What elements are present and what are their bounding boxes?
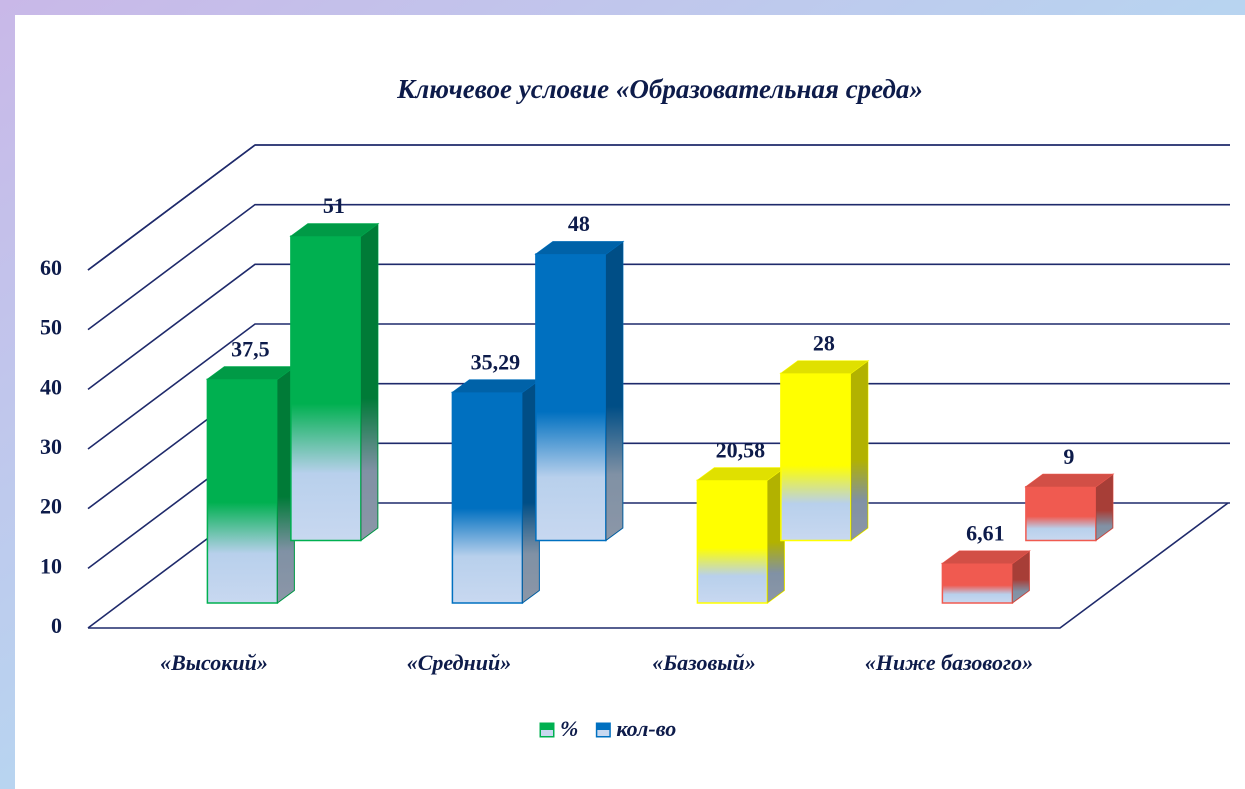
legend-swatch-light: [541, 730, 553, 736]
bar-front: [696, 479, 769, 604]
chart-title: Ключевое условие «Образовательная среда»: [396, 74, 923, 104]
grid-line: [87, 144, 1230, 271]
bar-top-shade: [1025, 474, 1113, 487]
bar-front: [941, 562, 1014, 604]
bar-front: [451, 391, 524, 604]
y-tick-label: 20: [40, 494, 62, 519]
y-tick-label: 50: [40, 315, 62, 340]
bar-top: [534, 241, 625, 255]
bar-side-shade: [605, 241, 623, 541]
bar-side-shade: [1095, 474, 1113, 541]
bar-front: [780, 372, 852, 542]
bar-top-shade: [290, 223, 378, 237]
bar-top-shade: [207, 366, 295, 380]
value-label: 51: [323, 193, 345, 218]
grid-line: [87, 203, 1230, 331]
floor-edge: [88, 502, 1229, 629]
legend-label: %: [560, 716, 578, 741]
bar-top-shade: [535, 241, 623, 255]
legend-swatch-light: [597, 730, 610, 736]
y-tick-label: 30: [40, 434, 62, 459]
bar-front: [206, 378, 279, 604]
bar-top-shade: [780, 360, 868, 374]
legend-label: кол-во: [616, 716, 676, 741]
bar-top-shade: [452, 379, 540, 393]
bar-top: [940, 550, 1031, 565]
x-tick-label: «Базовый»: [652, 650, 756, 675]
value-label: 20,58: [716, 437, 766, 462]
y-tick-label: 10: [40, 553, 62, 578]
bar-front: [290, 235, 362, 542]
value-label: 6,61: [966, 521, 1005, 546]
bar-side-shade: [850, 360, 868, 541]
bar-side-shade: [1012, 551, 1030, 603]
grid-line: [87, 263, 1230, 390]
bar-top: [289, 223, 380, 237]
y-tick-label: 60: [40, 255, 62, 280]
value-label: 9: [1063, 444, 1074, 469]
value-label: 28: [813, 330, 835, 355]
y-tick-label: 40: [40, 374, 62, 399]
value-label: 35,29: [471, 349, 521, 374]
bar-top-shade: [697, 467, 785, 481]
x-tick-label: «Ниже базового»: [865, 650, 1033, 675]
value-label: 48: [568, 211, 590, 236]
bar-top-shade: [942, 551, 1030, 564]
x-tick-label: «Средний»: [407, 650, 512, 675]
grid-line: [87, 323, 1230, 450]
bar-front: [1025, 486, 1097, 542]
y-tick-label: 0: [51, 613, 62, 638]
bar-side-shade: [360, 223, 378, 541]
bar-top: [779, 360, 870, 374]
x-tick-label: «Высокий»: [160, 650, 268, 675]
bar-front: [535, 253, 607, 542]
value-label: 37,5: [231, 336, 270, 361]
bar-top: [1024, 473, 1115, 488]
